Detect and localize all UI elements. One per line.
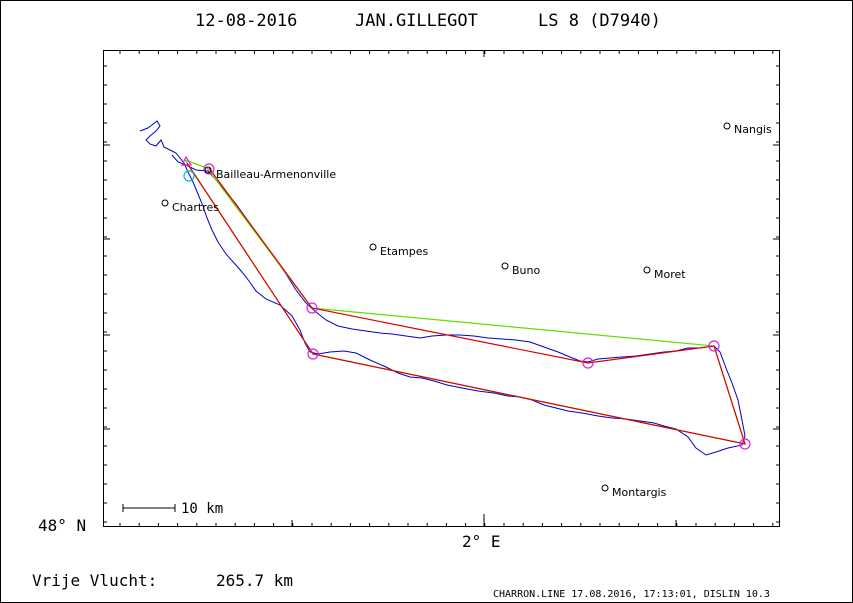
turnpoint-marker [306, 302, 318, 314]
scale-bar-label: 10 km [181, 501, 223, 517]
task-line [186, 162, 746, 445]
town-etampes: Etampes [369, 243, 428, 258]
turnpoint-marker [739, 438, 751, 450]
gps-track [139, 120, 746, 456]
turnpoint-marker [203, 163, 215, 175]
free-flight-value: 265.7 km [216, 571, 293, 590]
town-montargis: Montargis [601, 484, 667, 499]
free-flight-line [184, 159, 746, 445]
start-circle [183, 170, 195, 182]
turnpoints [203, 163, 751, 450]
town-label: Montargis [612, 486, 667, 499]
x-axis-label: 2° E [462, 532, 501, 551]
pilot-name: JAN.GILLEGOT [355, 11, 478, 31]
town-nangis: Nangis [723, 122, 772, 136]
town-marker [501, 262, 509, 270]
town-label: Etampes [380, 245, 428, 258]
turnpoint-marker [708, 340, 720, 352]
turnpoint-marker [307, 348, 319, 360]
town-marker [723, 122, 731, 130]
flight-date: 12-08-2016 [195, 11, 297, 31]
aircraft-info: LS 8 (D7940) [538, 11, 661, 31]
town-bailleau: Bailleau-Armenonville [204, 166, 336, 181]
scale-bar [122, 504, 176, 512]
credit-line: CHARRON.LINE 17.08.2016, 17:13:01, DISLI… [493, 589, 770, 600]
town-marker [204, 166, 212, 174]
town-buno: Buno [501, 262, 540, 277]
town-label: Bailleau-Armenonville [216, 168, 336, 181]
free-flight-label: Vrije Vlucht: [32, 571, 157, 590]
town-moret: Moret [643, 266, 686, 281]
plot-frame [103, 50, 780, 527]
start-triangle [181, 155, 193, 166]
town-marker [161, 199, 169, 207]
town-label: Moret [654, 268, 686, 281]
town-chartres: Chartres [161, 199, 219, 214]
town-marker [369, 243, 377, 251]
turnpoint-marker [582, 357, 594, 369]
y-axis-label: 48° N [38, 516, 86, 535]
minor-ticks [104, 51, 779, 526]
town-label: Buno [512, 264, 540, 277]
town-label: Nangis [734, 123, 772, 136]
town-label: Chartres [172, 201, 219, 214]
axis-ticks [104, 51, 779, 526]
town-marker [643, 266, 651, 274]
town-marker [601, 484, 609, 492]
